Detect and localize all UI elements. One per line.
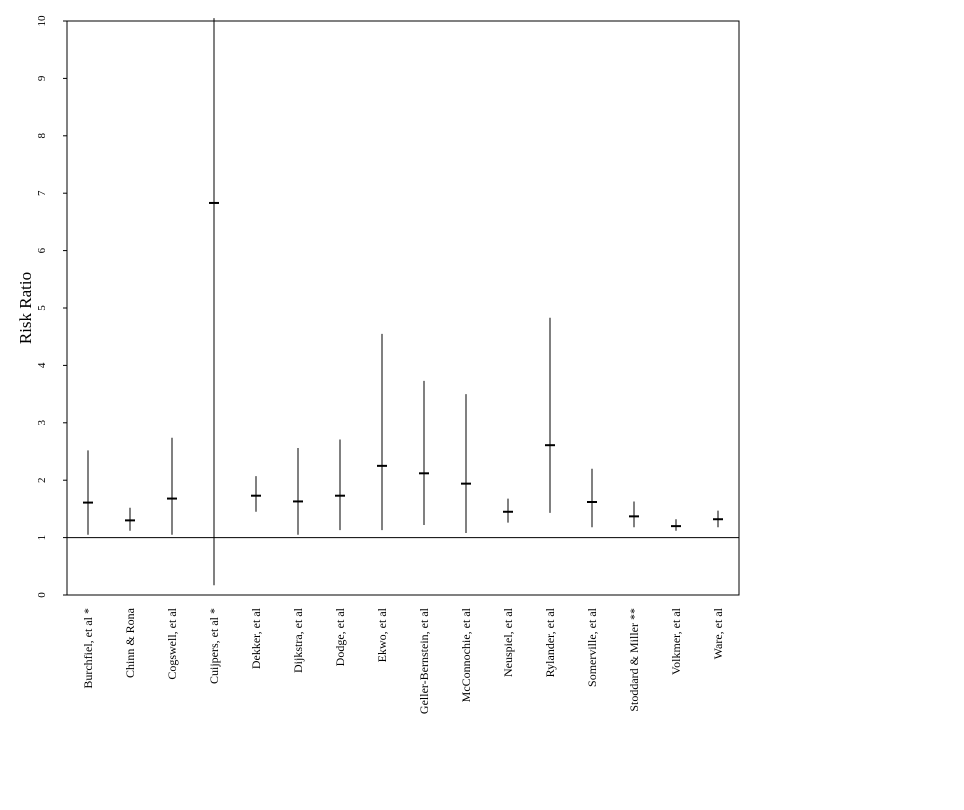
category-label: Cuijpers, et al * [207, 608, 221, 684]
plot-area-frame [66, 20, 740, 596]
y-tick-label: 9 [36, 75, 48, 81]
category-label: Dodge, et al [333, 607, 347, 666]
category-label: Neuspiel, et al [501, 607, 515, 677]
category-labels: Burchfiel, et al * Chinn & Rona Cogswell, … [81, 607, 725, 714]
y-tick-label: 8 [36, 133, 48, 139]
point-estimates [83, 201, 723, 528]
category-label: Cogswell, et al [165, 607, 179, 679]
y-tick-label: 3 [36, 420, 48, 426]
category-label: Stoddard & Miller ** [627, 608, 641, 712]
category-label: Chinn & Rona [123, 607, 137, 678]
y-axis-tick-labels: 0 1 2 3 4 5 6 7 8 9 10 [36, 15, 48, 598]
y-tick-label: 10 [36, 15, 48, 27]
category-label: Volkmer, et al [669, 607, 683, 675]
y-tick-label: 2 [36, 477, 48, 483]
confidence-intervals [87, 18, 719, 586]
y-axis-title: Risk Ratio [16, 272, 35, 344]
category-label: McConnochie, et al [459, 607, 473, 702]
category-label: Somerville, et al [585, 607, 599, 687]
category-label: Dekker, et al [249, 607, 263, 669]
y-tick-label: 0 [36, 592, 48, 598]
y-tick-label: 6 [36, 247, 48, 253]
y-tick-label: 7 [36, 190, 48, 196]
y-tick-label: 1 [36, 535, 48, 541]
category-label: Geller-Bernstein, et al [417, 607, 431, 714]
y-tick-label: 5 [36, 305, 48, 311]
category-label: Burchfiel, et al * [81, 608, 95, 689]
category-label: Dijkstra, et al [291, 607, 305, 673]
category-label: Ekwo, et al [375, 607, 389, 662]
y-axis-ticks [63, 20, 67, 596]
y-tick-label: 4 [36, 362, 48, 368]
category-label: Ware, et al [711, 607, 725, 659]
category-label: Rylander, et al [543, 607, 557, 677]
